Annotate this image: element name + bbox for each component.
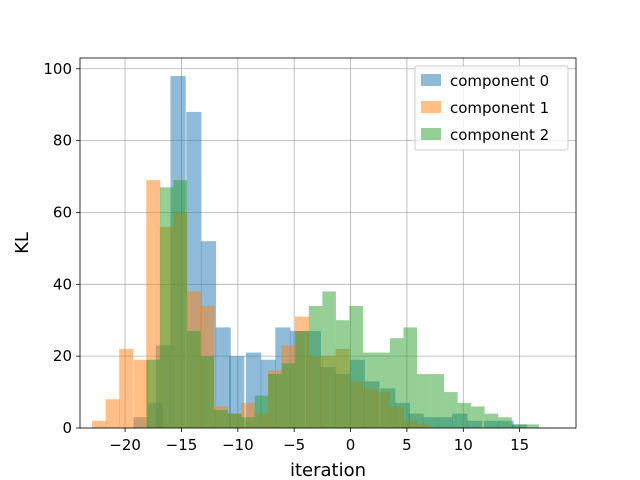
legend-frame xyxy=(414,65,569,151)
histogram-bar xyxy=(187,331,201,428)
histogram-bar xyxy=(295,331,309,428)
x-tick-label: −5 xyxy=(283,436,305,454)
histogram-bar xyxy=(403,327,418,428)
legend-label: component 2 xyxy=(450,126,549,144)
histogram-bar xyxy=(173,180,188,428)
histogram-bar xyxy=(417,374,431,428)
x-tick-label: −20 xyxy=(109,436,141,454)
series-2-bars xyxy=(146,180,539,428)
x-axis-label: iteration xyxy=(290,460,366,480)
histogram-bar xyxy=(335,320,350,428)
histogram-bar xyxy=(215,327,231,428)
histogram-bar xyxy=(430,374,445,428)
histogram-bar xyxy=(105,399,120,428)
legend-swatch xyxy=(421,101,441,113)
x-tick-label: −10 xyxy=(222,436,254,454)
x-tick-label: 0 xyxy=(346,436,356,454)
histogram-bar xyxy=(390,338,404,428)
x-tick-label: 15 xyxy=(510,436,529,454)
y-tick-label: 100 xyxy=(43,60,72,78)
y-tick-label: 40 xyxy=(53,275,72,293)
histogram-bar xyxy=(511,424,526,428)
y-tick-label: 80 xyxy=(53,132,72,150)
x-tick-label: −15 xyxy=(166,436,198,454)
histogram-bar xyxy=(281,363,296,428)
histogram-bar xyxy=(308,305,323,428)
y-tick-label: 0 xyxy=(62,419,72,437)
legend: component 0 component 1 component 2 xyxy=(414,65,569,151)
histogram-bar xyxy=(484,413,499,428)
histogram-bar xyxy=(349,305,363,428)
legend-label: component 1 xyxy=(450,99,549,117)
histogram-bar xyxy=(498,417,512,428)
x-axis-ticks: −20 −15 −10 −5 0 5 10 15 xyxy=(109,428,529,454)
y-tick-label: 60 xyxy=(53,203,72,221)
histogram-bar xyxy=(119,348,134,428)
x-tick-label: 5 xyxy=(402,436,412,454)
histogram-bar xyxy=(146,359,161,428)
legend-label: component 0 xyxy=(450,72,549,90)
histogram-bars xyxy=(92,75,539,429)
histogram-bar xyxy=(376,352,390,428)
y-axis-label: KL xyxy=(12,232,33,254)
histogram-bar xyxy=(133,359,148,428)
histogram-bar xyxy=(268,374,282,428)
histogram-bar xyxy=(160,187,174,428)
histogram-bar xyxy=(362,352,377,428)
histogram-bar xyxy=(229,356,245,428)
y-tick-label: 20 xyxy=(53,347,72,365)
plot-frame xyxy=(79,57,577,429)
x-tick-label: 10 xyxy=(454,436,473,454)
legend-swatch xyxy=(421,74,441,86)
histogram-bar xyxy=(227,413,242,428)
histogram-bar xyxy=(525,424,539,428)
histogram-bar xyxy=(214,410,228,428)
y-axis-ticks: 0 20 40 60 80 100 xyxy=(43,60,80,437)
histogram-bar xyxy=(241,417,255,428)
histogram-bar xyxy=(92,420,107,428)
histogram-bar xyxy=(322,291,336,428)
legend-swatch xyxy=(421,128,441,140)
histogram-bar xyxy=(444,392,458,428)
histogram-bar xyxy=(471,406,485,428)
histogram-bar xyxy=(254,395,269,428)
histogram-bar xyxy=(200,356,215,428)
histogram-bar xyxy=(457,402,472,428)
